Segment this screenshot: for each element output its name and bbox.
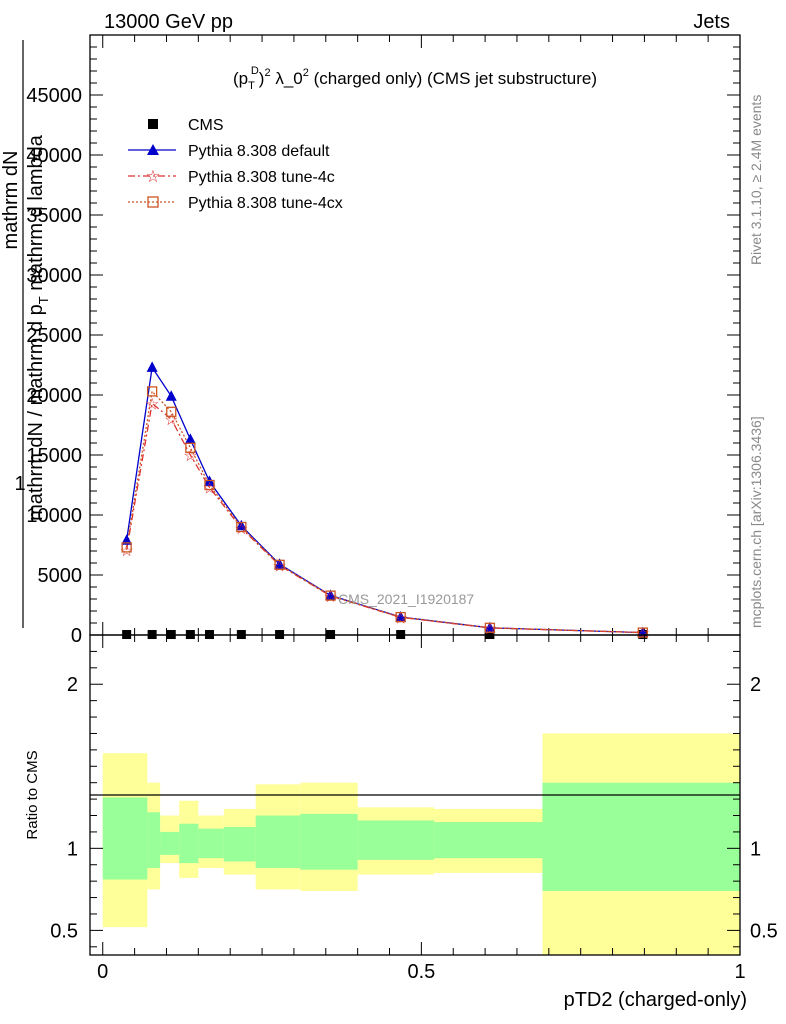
ratio-ytick-label: 0.5: [50, 920, 78, 942]
default-data-point: [184, 433, 196, 444]
ylabel-den-main: mathrm dN / mathrm d p: [25, 304, 47, 521]
main-ylabel: 1 mathrm dN mathrm dN / mathrm d pT math…: [0, 40, 51, 628]
analysis-watermark: CMS_2021_I1920187: [338, 591, 474, 607]
tune-4cx-data-point: [236, 521, 247, 533]
main-ytick-label: 0: [71, 625, 82, 647]
ratio-xtick-label: 1: [734, 961, 745, 983]
title-sup-d: D: [251, 65, 259, 77]
default-data-point: [235, 519, 247, 531]
ratio-inner-band: [198, 828, 224, 859]
category-label: Jets: [693, 11, 730, 33]
main-ytick-label: 15000: [26, 445, 82, 467]
ratio-inner-band: [223, 827, 256, 862]
ratio-inner-band: [255, 815, 301, 869]
main-ytick-label: 45000: [26, 85, 82, 107]
ratio-frame: [89, 634, 741, 956]
energy-label: 13000 GeV pp: [104, 11, 233, 33]
tune-4c-data-point: ☆: [272, 558, 286, 575]
default-data-point: [146, 361, 158, 372]
tune-4c-data-point: ☆: [323, 589, 337, 606]
ratio-ytick-label-right: 1: [750, 838, 761, 860]
title-sup-2: 2: [264, 67, 270, 79]
mcplots-label: mcplots.cern.ch [arXiv:1306.3436]: [748, 416, 764, 628]
tune-4cx-data-point: [637, 627, 648, 638]
legend-label-default: Pythia 8.308 default: [188, 143, 330, 160]
tune-4cx-data-point: [325, 590, 336, 601]
ratio-inner-band: [300, 813, 358, 870]
title-mid: λ_0: [271, 69, 303, 88]
ratio-inner-band: [357, 820, 435, 860]
tune-4cx-data-point: [166, 406, 177, 417]
tune-4cx-data-point: [146, 386, 158, 397]
ylabel-den-rest: mathrm d lambda: [25, 134, 47, 296]
ratio-inner-band: [179, 823, 199, 864]
tune-4cx-data-point: [484, 622, 496, 633]
ylabel-one: 1: [14, 473, 25, 495]
tune-4cx-data-point: [274, 559, 285, 570]
title-sup-2b: 2: [303, 67, 309, 79]
tune-4cx-data-point: [204, 479, 215, 491]
tune-4cx-data-point: [395, 611, 406, 623]
ratio-inner-band: [102, 797, 148, 880]
legend-label-tune-4cx: Pythia 8.308 tune-4cx: [188, 195, 343, 212]
ylabel-den-sub: T: [36, 296, 51, 304]
default-data-point: [325, 589, 337, 600]
ratio-ticks: 0.5 0.51 12 20 0.5 1: [50, 635, 778, 983]
main-ytick-label: 20000: [26, 385, 82, 407]
ratio-ylabel: Ratio to CMS: [24, 750, 41, 839]
ratio-ytick-label: 2: [67, 674, 78, 696]
default-data-point: [484, 621, 496, 633]
ratio-inner-band: [160, 831, 180, 855]
legend: CMS Pythia 8.308 default ☆ Pythia 8.308 …: [128, 117, 343, 212]
main-ytick-label: 25000: [26, 325, 82, 347]
tune-4c-data-point: ☆: [393, 610, 407, 627]
main-ytick-label: 30000: [26, 265, 82, 287]
ratio-inner-band: [147, 812, 161, 869]
legend-label-cms: CMS: [188, 117, 224, 134]
tune-4cx-data-point: [121, 542, 132, 553]
ratio-inner-band: [542, 782, 740, 891]
tune-4c-data-point: ☆: [636, 626, 650, 643]
title-sub-t: T: [248, 80, 255, 92]
main-ytick-label: 10000: [26, 505, 82, 527]
default-data-point: [121, 534, 133, 545]
main-ytick-label: 5000: [38, 565, 83, 587]
legend-label-tune-4c: Pythia 8.308 tune-4c: [188, 169, 335, 186]
default-data-point: [165, 390, 177, 401]
legend-marker-tune-4c: ☆: [145, 167, 160, 186]
ratio-xtick-label: 0.5: [407, 961, 435, 983]
title-paren: ): [259, 69, 265, 88]
tune-4c-data-point: ☆: [145, 396, 159, 413]
legend-marker-default: [147, 144, 159, 155]
title-prefix: (p: [233, 69, 248, 88]
ratio-inner-band: [434, 822, 543, 859]
tune-4c-data-point: ☆: [483, 621, 497, 638]
plot-title: (pTD)2 λ_02 (charged only) (CMS jet subs…: [233, 65, 597, 92]
legend-marker-cms: [148, 119, 158, 129]
x-axis-label: pTD2 (charged-only): [564, 989, 747, 1011]
ratio-bands: [102, 733, 740, 955]
legend-marker-tune-4cx: [147, 196, 159, 208]
ratio-ytick-label-right: 0.5: [750, 920, 778, 942]
tune-4cx-data-point: [185, 442, 196, 453]
main-ytick-label: 40000: [26, 145, 82, 167]
ylabel-numerator: mathrm dN: [0, 151, 22, 250]
ratio-ytick-label-right: 2: [750, 674, 761, 696]
default-data-point: [395, 611, 407, 622]
main-ticks: 0 5000 10000 15000 20000 25000 30000 35000 40000…: [26, 35, 741, 647]
main-ytick-label: 35000: [26, 205, 82, 227]
title-rest: (charged only) (CMS jet substructure): [309, 69, 597, 88]
main-panel: 0 5000 10000 15000 20000 25000 30000 35000 40000…: [26, 34, 741, 647]
ratio-panel: 0.5 0.51 12 20 0.5 1: [50, 634, 778, 983]
ratio-xtick-label: 0: [97, 961, 108, 983]
rivet-version-label: Rivet 3.1.10, ≥ 2.4M events: [748, 95, 764, 265]
default-data-point: [274, 558, 286, 569]
ylabel-denominator: mathrm dN / mathrm d pT mathrm d lambda: [25, 134, 51, 521]
ratio-ytick-label: 1: [67, 838, 78, 860]
tune-4c-data-point: ☆: [234, 521, 248, 538]
